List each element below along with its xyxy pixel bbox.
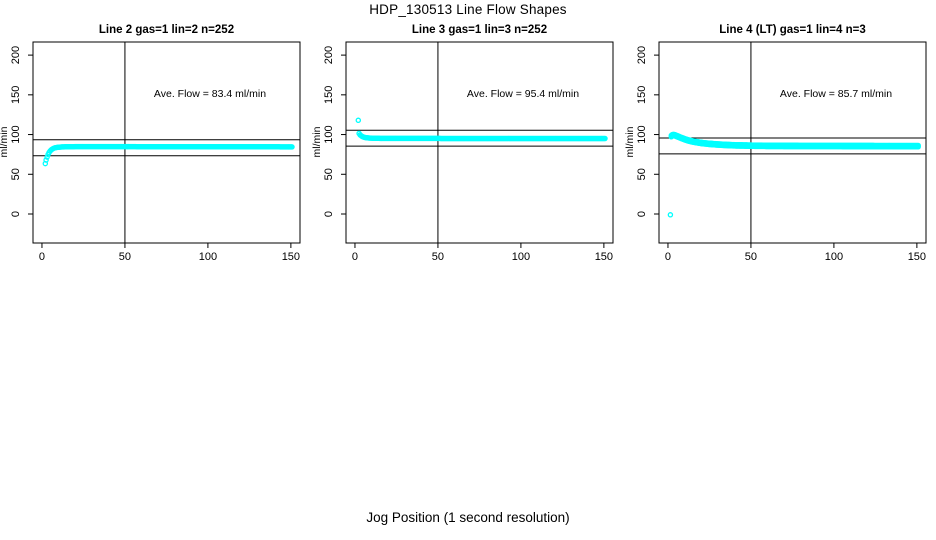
y-tick-label: 50 xyxy=(323,168,335,180)
axis-ticks: 0 50 100 150 200 0 50 100 150 xyxy=(323,46,613,263)
axis-ticks: 0 50 100 150 200 0 50 100 150 xyxy=(636,46,926,263)
data-point xyxy=(289,144,295,150)
x-axis-global-label: Jog Position (1 second resolution) xyxy=(366,510,570,525)
x-tick-label: 100 xyxy=(825,251,843,263)
x-tick-label: 0 xyxy=(39,251,45,263)
y-tick-label: 50 xyxy=(10,168,22,180)
ave-flow-annotation: Ave. Flow = 95.4 ml/min xyxy=(467,88,579,100)
plot-box xyxy=(345,41,614,244)
subplot-line-2: Line 2 gas=1 lin=2 n=252 ml/min 0 50 100 15… xyxy=(0,24,301,263)
x-tick-label: 100 xyxy=(199,251,217,263)
subplot-line-3: Line 3 gas=1 lin=3 n=252 ml/min 0 50 100 15… xyxy=(311,24,614,263)
x-tick-label: 150 xyxy=(282,251,300,263)
y-tick-label: 100 xyxy=(636,125,648,143)
y-tick-label: 100 xyxy=(10,125,22,143)
subplot-title: Line 3 gas=1 lin=3 n=252 xyxy=(412,24,547,36)
data-point xyxy=(355,117,362,124)
data-point xyxy=(44,154,50,160)
subplot-title: Line 2 gas=1 lin=2 n=252 xyxy=(99,24,234,36)
y-axis-label: ml/min xyxy=(0,126,10,157)
plot-box xyxy=(658,41,927,244)
data-point xyxy=(602,135,608,142)
y-tick-label: 150 xyxy=(323,86,335,104)
y-tick-label: 200 xyxy=(636,46,648,64)
x-tick-label: 100 xyxy=(512,251,530,263)
y-axis-label: ml/min xyxy=(624,126,636,157)
y-tick-label: 150 xyxy=(636,86,648,104)
x-tick-label: 150 xyxy=(908,251,926,263)
y-tick-label: 150 xyxy=(10,86,22,104)
y-tick-label: 0 xyxy=(323,211,335,217)
x-tick-label: 150 xyxy=(595,251,613,263)
x-tick-label: 0 xyxy=(352,251,358,263)
ave-flow-annotation: Ave. Flow = 85.7 ml/min xyxy=(780,88,892,100)
x-tick-label: 0 xyxy=(665,251,671,263)
y-tick-label: 0 xyxy=(636,211,648,217)
y-tick-label: 100 xyxy=(323,125,335,143)
data-points-series xyxy=(355,117,608,142)
x-tick-label: 50 xyxy=(119,251,131,263)
plot-box xyxy=(32,41,301,244)
axis-ticks: 0 50 100 150 200 0 50 100 150 xyxy=(10,46,300,263)
y-tick-label: 200 xyxy=(323,46,335,64)
ave-flow-annotation: Ave. Flow = 83.4 ml/min xyxy=(154,88,266,100)
reference-lines xyxy=(346,42,613,243)
figure-title: HDP_130513 Line Flow Shapes xyxy=(369,2,567,17)
data-point xyxy=(667,212,674,218)
subplot-line-4: Line 4 (LT) gas=1 lin=4 n=3 ml/min 0 50 10… xyxy=(624,24,927,263)
subplot-title: Line 4 (LT) gas=1 lin=4 n=3 xyxy=(719,24,865,36)
data-point xyxy=(915,144,921,150)
reference-lines xyxy=(33,42,300,243)
data-points-series xyxy=(667,131,921,218)
data-points-series xyxy=(42,143,295,167)
x-tick-label: 50 xyxy=(745,251,757,263)
x-tick-label: 50 xyxy=(432,251,444,263)
data-point xyxy=(42,160,49,167)
y-tick-label: 200 xyxy=(10,46,22,64)
y-axis-label: ml/min xyxy=(311,126,323,157)
y-tick-label: 0 xyxy=(10,211,22,217)
y-tick-label: 50 xyxy=(636,168,648,180)
